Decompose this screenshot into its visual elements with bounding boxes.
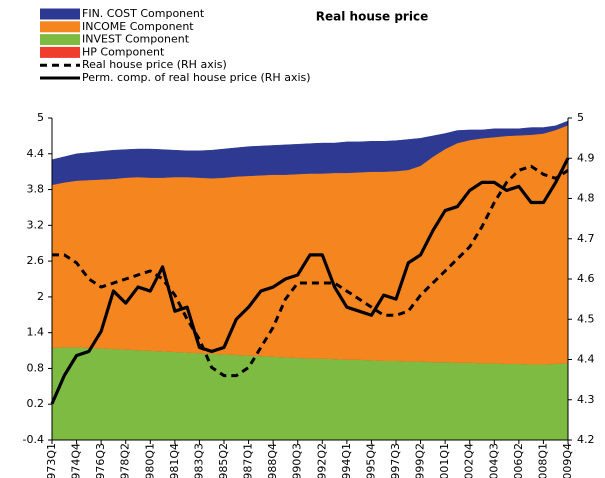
x-tick-label: 2009Q4 xyxy=(561,443,574,478)
x-tick-label: 1973Q1 xyxy=(45,443,58,478)
y-tick-label: 0.2 xyxy=(27,397,45,410)
x-tick-label: 1981Q4 xyxy=(168,443,181,478)
y2-tick-label: 4.5 xyxy=(577,312,595,325)
x-tick-label: 1974Q4 xyxy=(70,443,83,478)
x-tick-label: 1994Q1 xyxy=(340,443,353,478)
y-tick-label: 0.8 xyxy=(27,361,45,374)
y-tick-label: 2 xyxy=(37,290,44,303)
y2-tick-label: 4.7 xyxy=(577,232,595,245)
y-tick-label: 4.4 xyxy=(27,147,45,160)
y-tick-label: 3.2 xyxy=(27,218,45,231)
x-tick-label: 2004Q3 xyxy=(487,443,500,478)
y2-tick-label: 4.6 xyxy=(577,272,595,285)
x-tick-label: 1988Q4 xyxy=(266,443,279,478)
x-tick-label: 1987Q1 xyxy=(242,443,255,478)
legend-swatch xyxy=(40,34,80,46)
legend-label: FIN. COST Component xyxy=(82,7,205,20)
x-tick-label: 2002Q4 xyxy=(463,443,476,478)
line xyxy=(50,157,570,405)
x-tick-label: 1983Q3 xyxy=(192,443,205,478)
y-tick-label: 1.4 xyxy=(27,326,45,339)
x-tick-label: 1999Q2 xyxy=(414,443,427,478)
legend-swatch xyxy=(40,21,80,33)
x-tick-label: 1992Q2 xyxy=(315,443,328,478)
x-tick-label: 1997Q3 xyxy=(389,443,402,478)
x-tick-label: 2001Q1 xyxy=(438,443,451,478)
y2-tick-label: 4.9 xyxy=(577,151,595,164)
y2-tick-label: 5 xyxy=(577,111,584,124)
y2-tick-label: 4.4 xyxy=(577,353,595,366)
x-tick-label: 1978Q2 xyxy=(119,443,132,478)
x-tick-label: 1976Q3 xyxy=(94,443,107,478)
x-tick-label: 1990Q3 xyxy=(291,443,304,478)
legend-swatch xyxy=(40,46,80,58)
legend-swatch xyxy=(40,8,80,20)
chart-title: Real house price xyxy=(316,10,428,24)
y-tick-label: 2.6 xyxy=(27,254,45,267)
y2-tick-label: 4.2 xyxy=(577,433,595,446)
y2-tick-label: 4.3 xyxy=(577,393,595,406)
x-tick-label: 1995Q4 xyxy=(364,443,377,478)
x-tick-label: 2006Q2 xyxy=(512,443,525,478)
x-tick-label: 2008Q1 xyxy=(536,443,549,478)
legend-label: INVEST Component xyxy=(82,33,190,46)
y-tick-label: 3.8 xyxy=(27,183,45,196)
y-tick-label: 5 xyxy=(37,111,44,124)
legend-label: Real house price (RH axis) xyxy=(82,58,227,71)
x-tick-label: 1985Q2 xyxy=(217,443,230,478)
x-tick-label: 1980Q1 xyxy=(143,443,156,478)
legend-label: INCOME Component xyxy=(82,20,194,33)
y-tick-label: -0.4 xyxy=(23,433,44,446)
legend-label: HP Component xyxy=(82,45,165,58)
line xyxy=(52,164,569,378)
y2-tick-label: 4.8 xyxy=(577,192,595,205)
legend-label: Perm. comp. of real house price (RH axis… xyxy=(82,71,311,84)
